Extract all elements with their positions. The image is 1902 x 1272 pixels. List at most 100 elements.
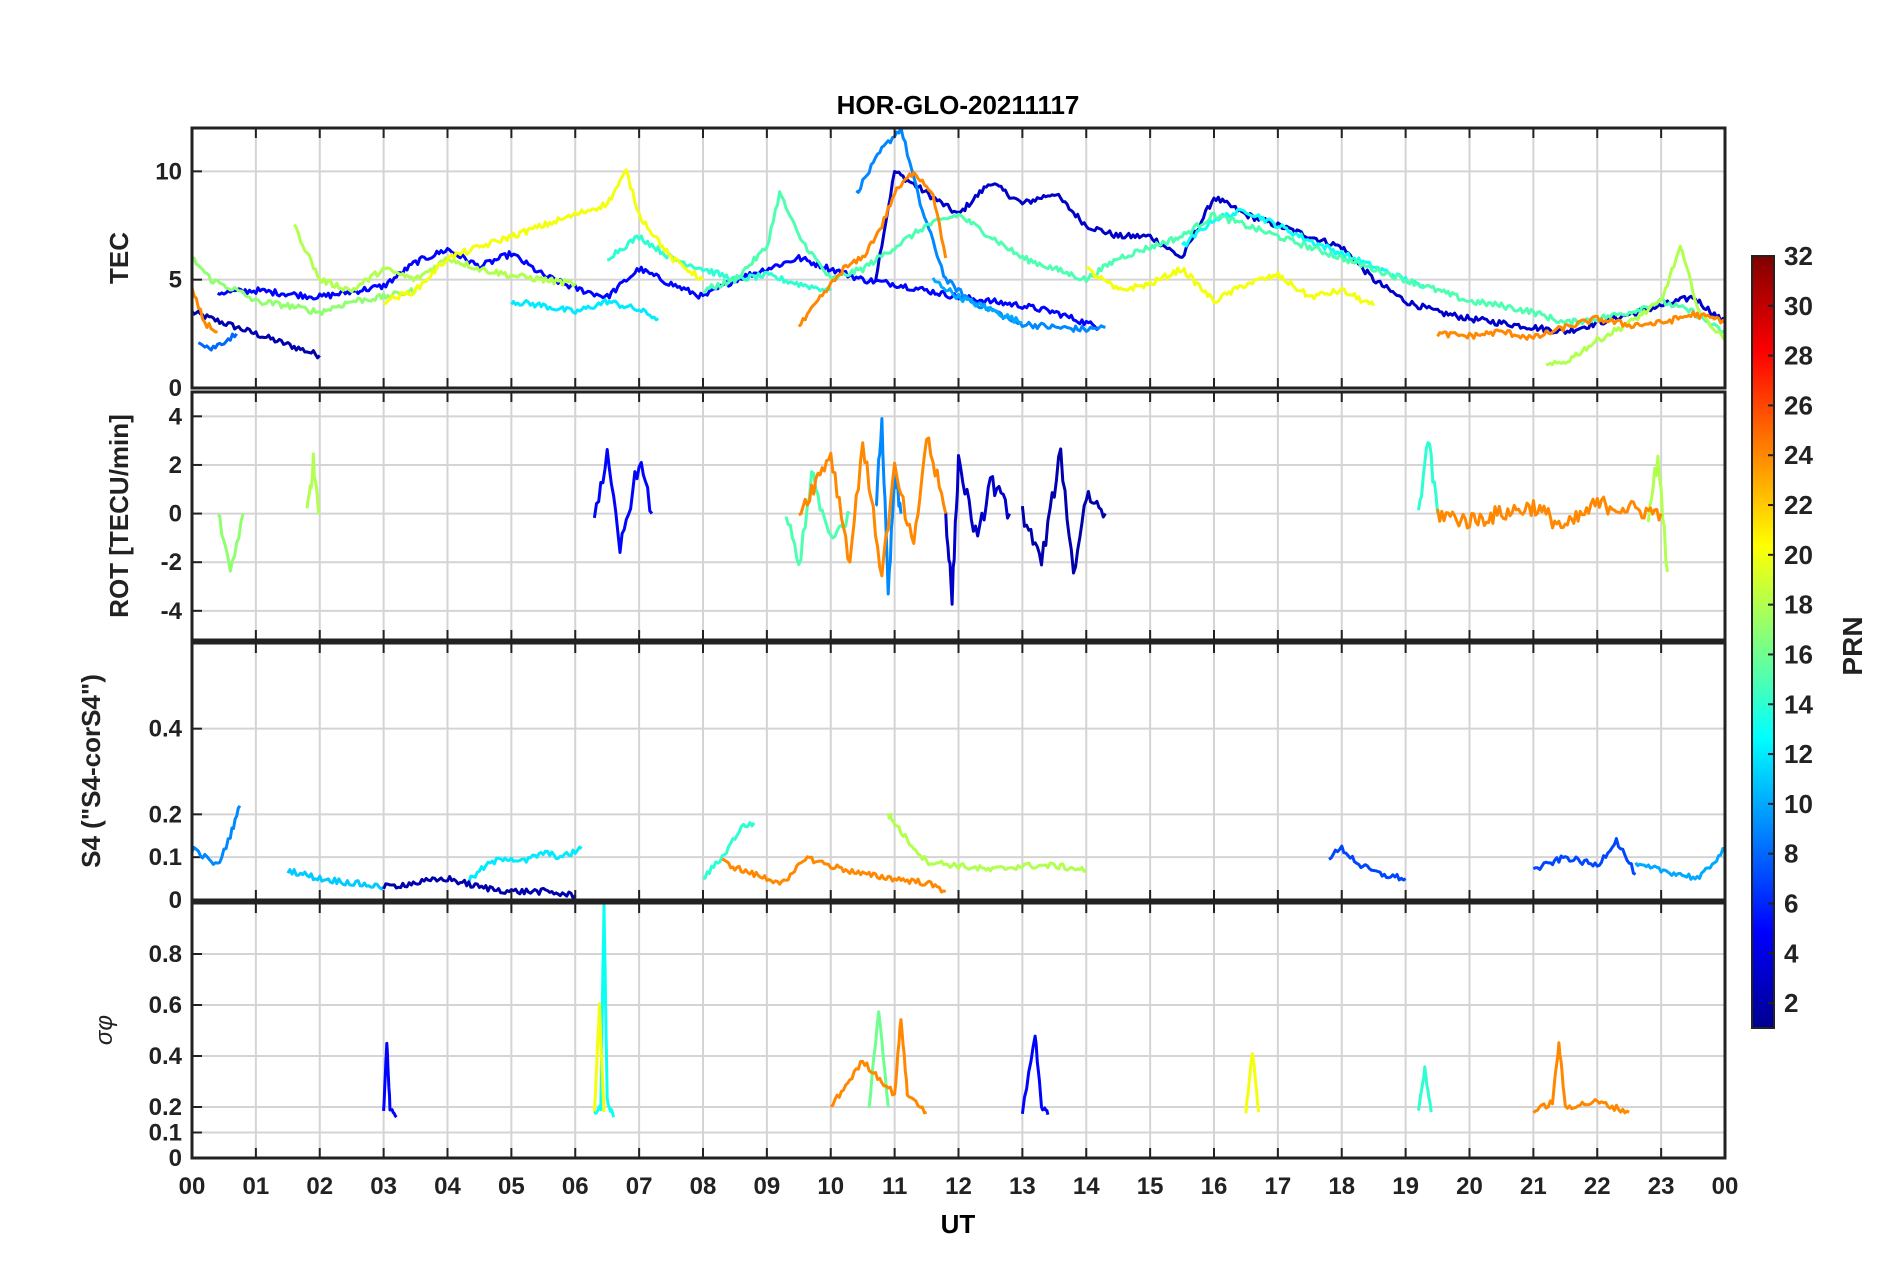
series-line-prn-20 <box>1244 1052 1261 1114</box>
panel-s4: 0 0.1 0.2 0.4 S4 ("S4-corS4") <box>76 641 1727 914</box>
colorbar-label: PRN <box>1837 616 1868 675</box>
series-line-prn-24 <box>192 287 218 334</box>
series-line-prn-8 <box>197 332 238 352</box>
panel-tec: 0 5 10 TEC <box>104 126 1727 402</box>
x-tick-label: 10 <box>817 1173 844 1200</box>
series-line-prn-2 <box>1020 447 1107 575</box>
colorbar-tick-label: 8 <box>1784 839 1798 869</box>
y-tick-label: 0 <box>169 375 182 402</box>
series-line-prn-7 <box>1328 844 1407 882</box>
series-line-prn-14 <box>1416 441 1440 514</box>
panel-frame <box>190 641 1727 902</box>
series-line-prn-18 <box>1545 244 1725 367</box>
colorbar-tick-label: 10 <box>1784 789 1813 819</box>
y-axis-label-rot: ROT [TECU/min] <box>104 414 134 618</box>
series-line-prn-10 <box>1634 847 1725 881</box>
y-tick-label: 0.4 <box>149 1043 183 1070</box>
y-tick-label: 0.4 <box>149 716 183 743</box>
series-line-prn-24 <box>829 1018 928 1115</box>
x-tick-label: 19 <box>1392 1173 1419 1200</box>
colorbar-tick-label: 28 <box>1784 341 1813 371</box>
colorbar-tick-label: 26 <box>1784 390 1813 420</box>
y-tick-label: 5 <box>169 267 182 294</box>
series-line-prn-14 <box>702 821 756 880</box>
x-tick-label: 20 <box>1456 1173 1483 1200</box>
y-tick-label: 0 <box>169 1145 182 1172</box>
colorbar-tick-label: 24 <box>1784 440 1813 470</box>
series-line-prn-20 <box>1085 265 1376 307</box>
series-line-prn-9 <box>855 128 1106 333</box>
series-line-prn-14 <box>606 234 833 293</box>
series-line-prn-24 <box>798 436 948 578</box>
series-group <box>192 804 1725 900</box>
colorbar-tick-label: 2 <box>1784 988 1798 1018</box>
series-line-prn-24 <box>1436 495 1663 530</box>
x-tick-label: 18 <box>1328 1173 1355 1200</box>
x-tick-label: 14 <box>1073 1173 1100 1200</box>
x-tick-label: 06 <box>562 1173 589 1200</box>
series-line-prn-11 <box>286 868 385 891</box>
x-axis: 00 01 02 03 04 05 06 07 08 09 10 11 12 13 14 15 16 17 18 19… <box>179 1173 1739 1200</box>
x-tick-label: 04 <box>434 1173 461 1200</box>
y-axis-label-sigma_phi: σφ <box>91 1015 118 1045</box>
y-tick-label: 0.2 <box>149 1094 182 1121</box>
x-tick-label: 07 <box>626 1173 653 1200</box>
colorbar-tick-label: 16 <box>1784 639 1813 669</box>
series-line-prn-14 <box>1416 1065 1433 1113</box>
series-line-prn-3 <box>874 170 1725 335</box>
y-tick-label: 0.1 <box>149 844 182 871</box>
colorbar-tick-label: 20 <box>1784 540 1813 570</box>
series-line-prn-2 <box>192 309 321 360</box>
series-group <box>192 128 1725 367</box>
y-axis-label-s4: S4 ("S4-corS4") <box>76 674 106 868</box>
series-line-prn-5 <box>1020 1034 1050 1116</box>
x-tick-label: 16 <box>1201 1173 1228 1200</box>
colorbar-tick-label: 14 <box>1784 689 1813 719</box>
x-tick-label: 01 <box>243 1173 270 1200</box>
panel-frame <box>190 901 1727 1160</box>
series-line-prn-18 <box>305 452 321 515</box>
series-line-prn-12 <box>465 845 583 886</box>
x-tick-label: 09 <box>754 1173 781 1200</box>
colorbar-tick-label: 22 <box>1784 490 1813 520</box>
series-line-prn-15 <box>702 190 1725 335</box>
x-tick-label: 23 <box>1648 1173 1675 1200</box>
series-line-prn-18 <box>1646 454 1669 573</box>
series-group <box>382 903 1630 1119</box>
series-line-prn-5 <box>592 448 654 554</box>
series-line-prn-10 <box>931 277 1023 325</box>
colorbar-gradient <box>1751 255 1775 1029</box>
y-tick-label: 4 <box>169 403 183 430</box>
y-tick-label: 0.8 <box>149 941 182 968</box>
y-tick-label: 0.6 <box>149 992 182 1019</box>
y-tick-label: -4 <box>161 598 183 625</box>
colorbar-tick-label: 18 <box>1784 590 1813 620</box>
y-tick-label: 0 <box>169 887 182 914</box>
series-line-prn-24 <box>1436 310 1725 341</box>
series-line-prn-15 <box>784 470 851 566</box>
series-line-prn-17 <box>192 255 417 316</box>
panel-frame <box>190 126 1727 390</box>
series-line-prn-7 <box>1532 837 1637 876</box>
panel-frame <box>190 390 1727 642</box>
series-line-prn-12 <box>510 298 659 322</box>
series-line-prn-9 <box>874 417 903 596</box>
series-line-prn-18 <box>293 223 577 293</box>
y-tick-label: -2 <box>161 549 182 576</box>
series-line-prn-2 <box>382 875 577 900</box>
x-tick-label: 08 <box>690 1173 717 1200</box>
colorbar-tick-label: 6 <box>1784 888 1798 918</box>
y-tick-label: 0.2 <box>149 801 182 828</box>
series-line-prn-20 <box>382 168 705 306</box>
series-line-prn-3 <box>944 454 1011 606</box>
x-tick-label: 12 <box>945 1173 972 1200</box>
x-tick-label: 21 <box>1520 1173 1547 1200</box>
series-line-prn-5 <box>382 1041 398 1119</box>
x-tick-label: 13 <box>1009 1173 1036 1200</box>
chart-title: HOR-GLO-20211117 <box>837 90 1080 120</box>
series-line-prn-9 <box>192 804 242 866</box>
x-tick-label: 00 <box>1712 1173 1739 1200</box>
